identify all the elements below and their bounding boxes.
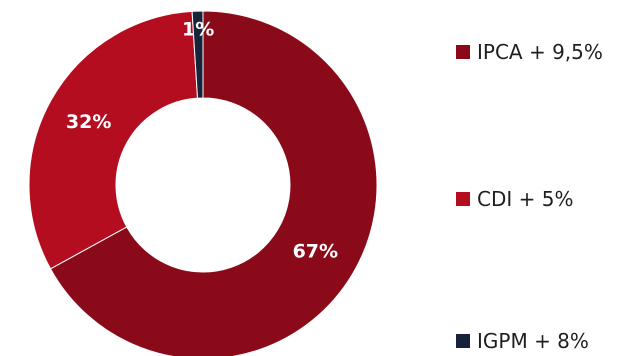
data-label-igpm: 1% [182,19,214,41]
legend-item-igpm: IGPM + 8% [456,329,589,353]
data-label-cdi: 32% [66,111,111,133]
slice-cdi [28,10,199,270]
legend: IPCA + 9,5% CDI + 5% IGPM + 8% [456,0,636,356]
legend-label-ipca: IPCA + 9,5% [477,40,603,64]
legend-item-ipca: IPCA + 9,5% [456,40,603,64]
data-labels-group: 67% 32% 1% [66,19,338,263]
slices-group [28,10,378,356]
slice-ipca [49,10,378,356]
legend-swatch-cdi [456,192,470,206]
data-label-ipca: 67% [293,240,338,262]
legend-item-cdi: CDI + 5% [456,187,573,211]
slice-igpm [191,10,204,99]
legend-label-cdi: CDI + 5% [477,187,574,211]
legend-swatch-igpm [456,334,470,348]
legend-swatch-ipca [456,45,470,59]
legend-label-igpm: IGPM + 8% [477,329,589,353]
